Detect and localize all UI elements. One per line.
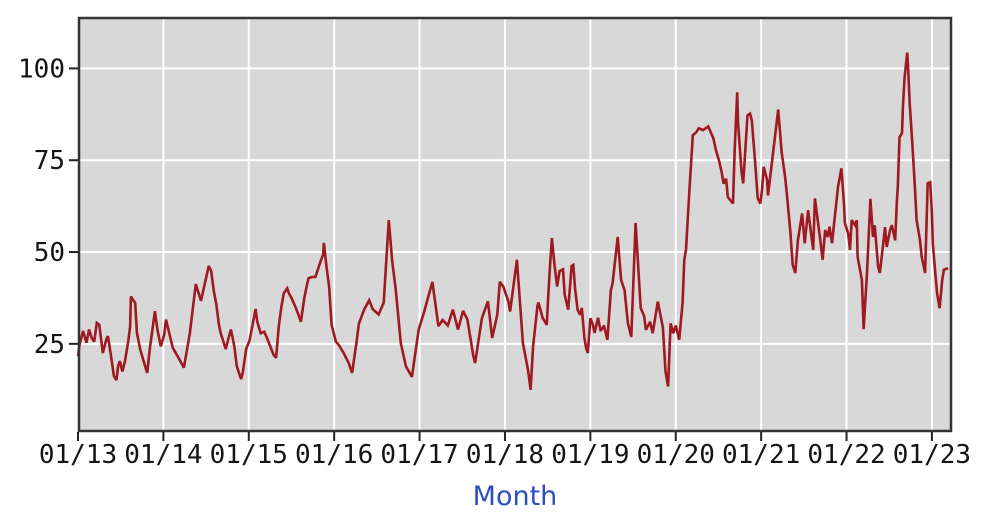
y-tick-label: 25 [34,330,65,360]
x-tick-label: 01/22 [807,440,885,470]
x-tick-label: 01/13 [39,440,117,470]
x-tick-label: 01/19 [551,440,629,470]
x-tick-label: 01/15 [210,440,288,470]
y-tick-label: 75 [34,146,65,176]
x-tick-label: 01/20 [637,440,715,470]
y-tick-label: 100 [18,54,65,84]
plot-border [77,16,953,433]
x-tick-label: 01/23 [893,440,971,470]
x-tick-label: 01/17 [380,440,458,470]
x-tick-labels: 01/13 01/14 01/15 01/16 01/17 01/18 01/19 01/20… [39,440,971,470]
x-axis-title: Month [473,481,558,512]
x-tick-label: 01/16 [295,440,373,470]
y-tick-label: 50 [34,238,65,268]
series-lines [76,52,949,390]
series-line [76,52,949,390]
x-tick-label: 01/18 [466,440,544,470]
axis-ticks [69,67,933,441]
x-tick-label: 01/14 [124,440,202,470]
y-tick-labels: 25 50 75 100 [18,54,65,359]
x-tick-label: 01/21 [722,440,800,470]
plot-area [78,17,952,432]
